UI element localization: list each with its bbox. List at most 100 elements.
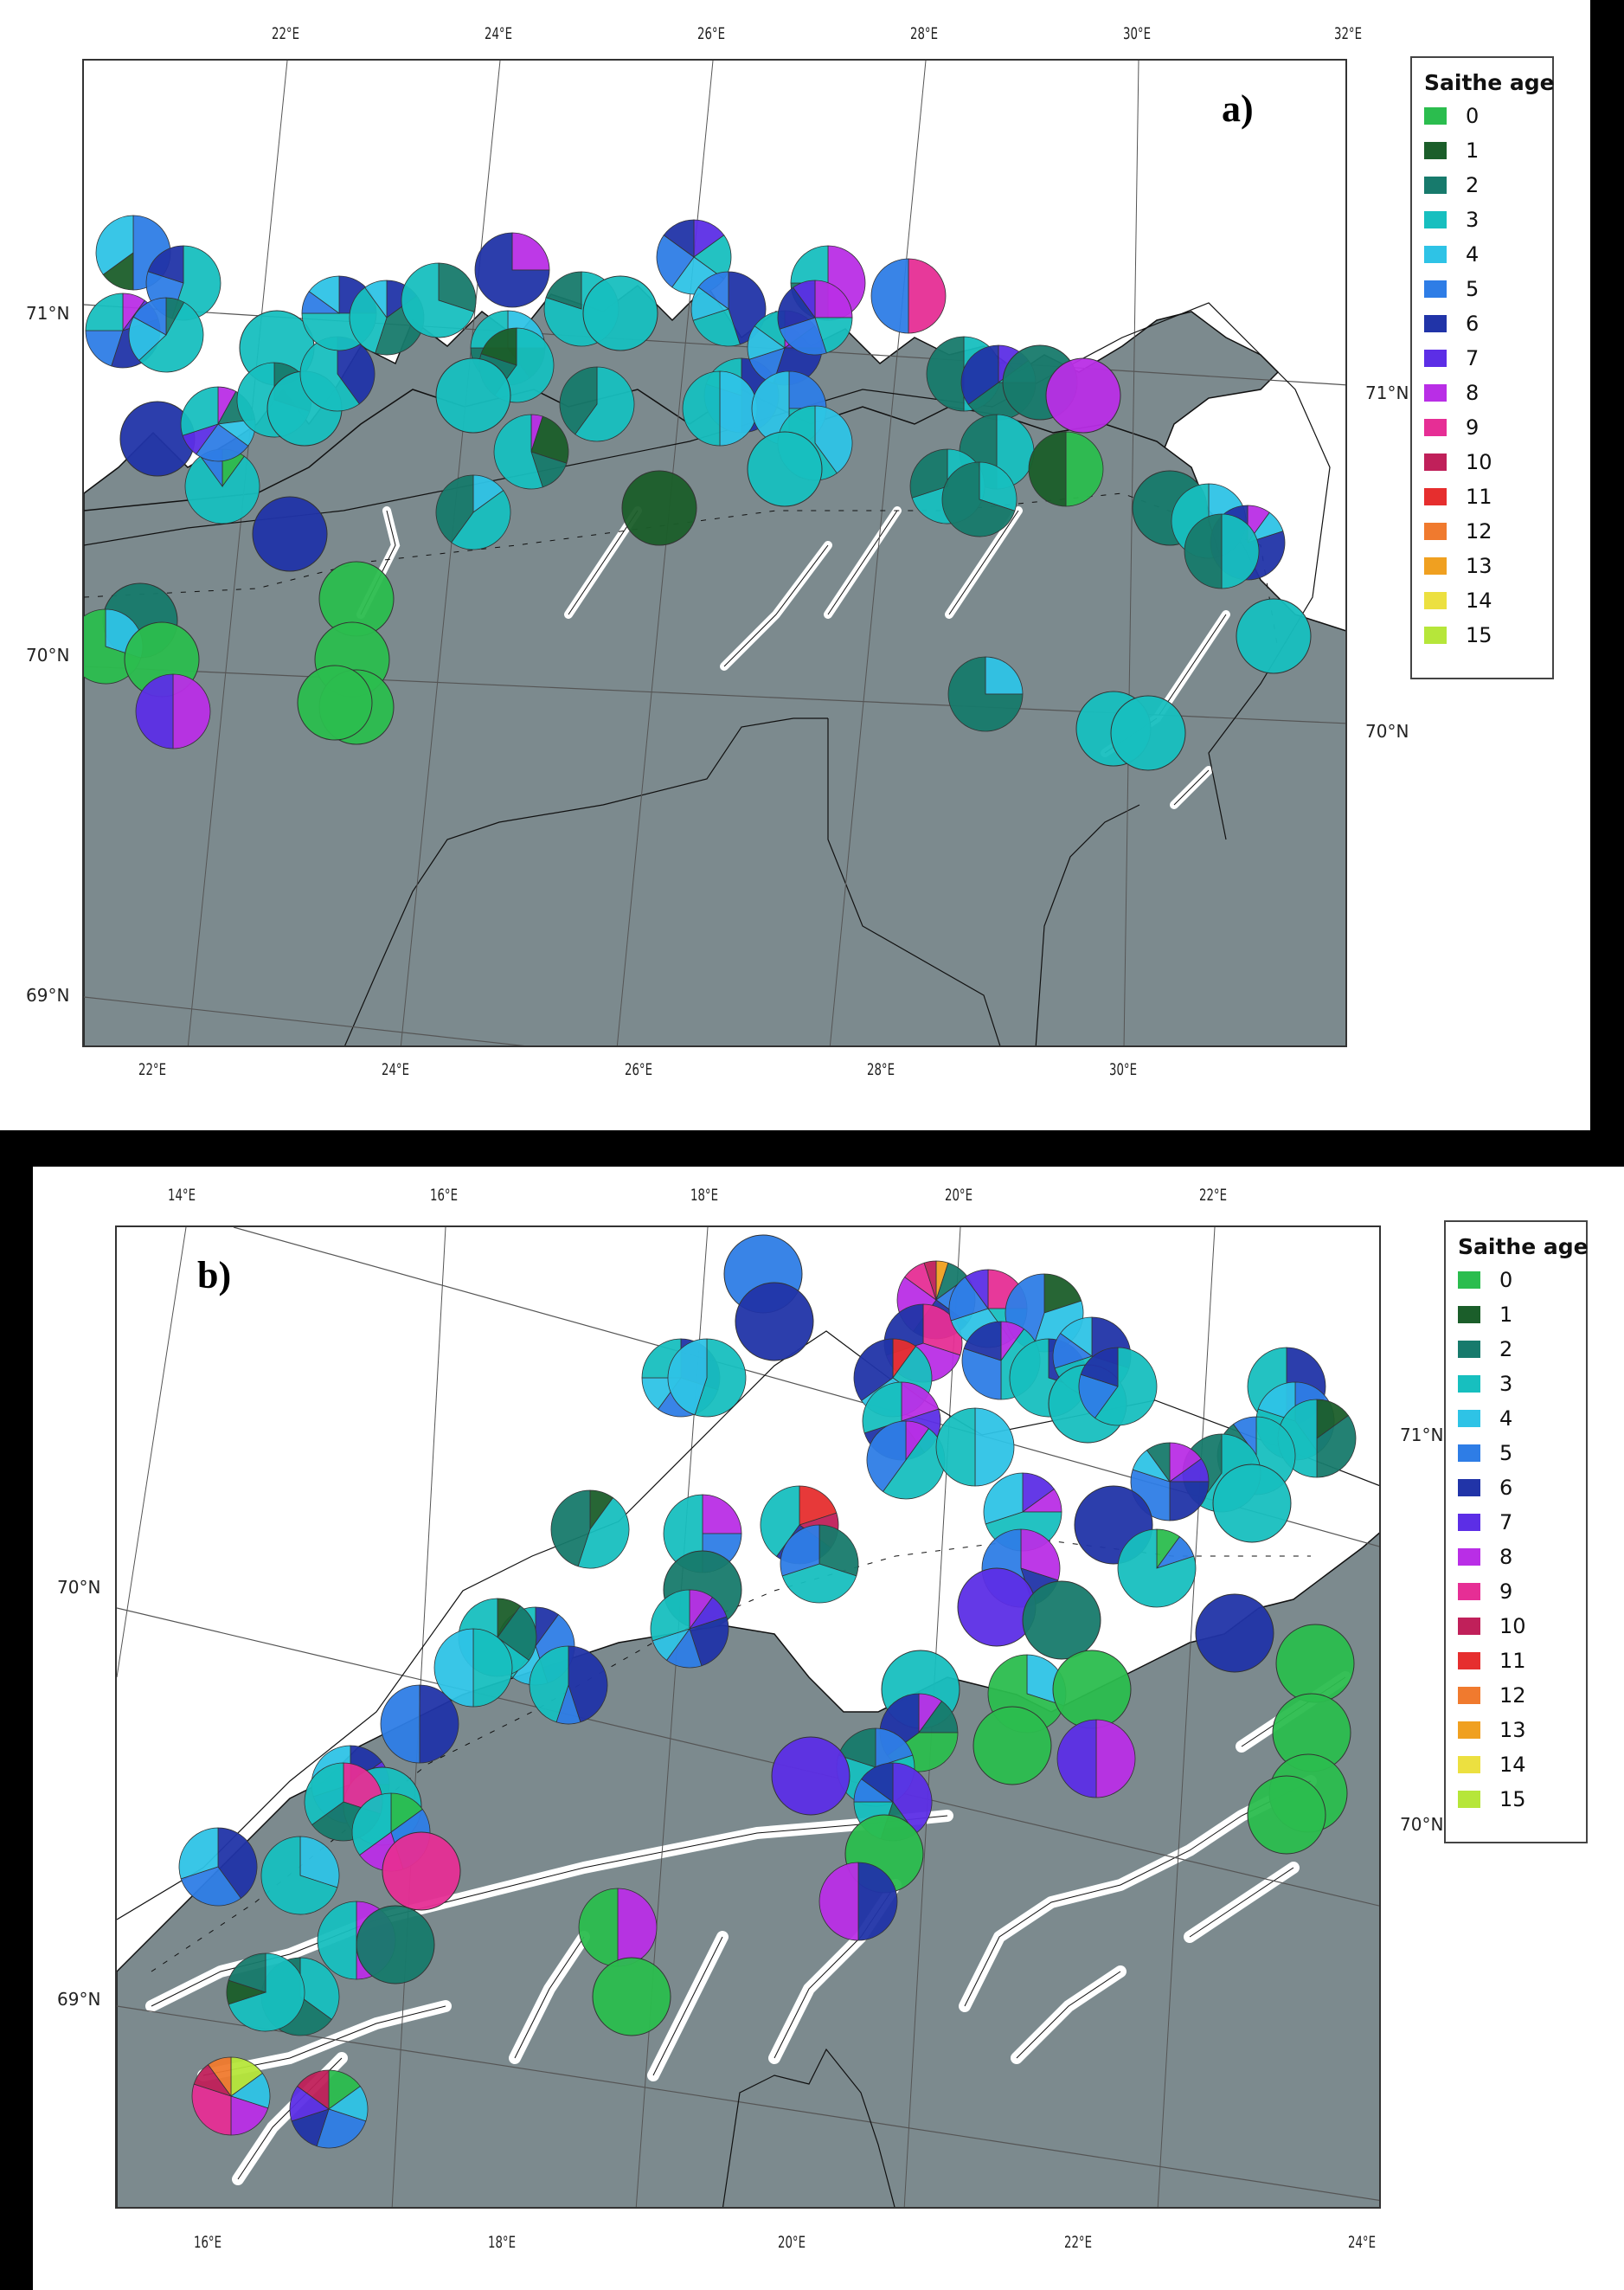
- station-pie: [433, 1628, 513, 1708]
- legend-swatch: [1424, 142, 1447, 159]
- legend-item-age-14: 14: [1424, 583, 1544, 618]
- legend-label: 15: [1466, 623, 1492, 647]
- legend-label: 2: [1499, 1337, 1513, 1361]
- legend-swatch: [1424, 592, 1447, 609]
- legend-label: 10: [1466, 450, 1492, 474]
- station-pie: [380, 1684, 459, 1764]
- station-pie: [771, 1736, 851, 1816]
- legend-rows-a: 0 1 2 3 4 5 6 7 8 9 10 11 12 13 14 15: [1424, 99, 1544, 653]
- legend-item-age-8: 8: [1424, 376, 1544, 410]
- station-pie: [780, 1524, 859, 1604]
- legend-label: 13: [1466, 554, 1492, 578]
- legend-swatch: [1458, 1583, 1480, 1600]
- legend-label: 7: [1499, 1510, 1513, 1534]
- station-pie: [866, 1420, 946, 1500]
- station-pie: [529, 1645, 608, 1725]
- station-pie: [578, 1888, 658, 1967]
- legend-label: 10: [1499, 1614, 1526, 1638]
- tick-top-b-0: 14°E: [167, 1186, 196, 1205]
- tick-bottom-b-2: 20°E: [777, 2233, 806, 2252]
- legend-swatch: [1424, 315, 1447, 332]
- station-pie: [299, 336, 376, 412]
- tick-top-a-3: 28°E: [909, 24, 939, 43]
- station-pie: [957, 1567, 1037, 1647]
- legend-swatch: [1458, 1410, 1480, 1427]
- legend-label: 5: [1466, 277, 1480, 301]
- legend-label: 9: [1499, 1579, 1513, 1604]
- tick-bottom-a-1: 24°E: [381, 1060, 410, 1079]
- station-pie: [941, 461, 1017, 537]
- station-pie: [1078, 1347, 1158, 1426]
- legend-label: 11: [1499, 1649, 1526, 1673]
- legend-item-age-12: 12: [1424, 514, 1544, 549]
- legend-item-age-9: 9: [1458, 1574, 1577, 1609]
- station-pie: [1236, 598, 1312, 674]
- station-pie: [226, 1952, 305, 2032]
- legend-item-age-5: 5: [1424, 272, 1544, 306]
- station-pie: [550, 1489, 630, 1569]
- legend-swatch: [1458, 1444, 1480, 1462]
- legend-swatch: [1458, 1271, 1480, 1289]
- tick-bottom-a-3: 28°E: [866, 1060, 895, 1079]
- legend-swatch: [1458, 1514, 1480, 1531]
- legend-swatch: [1424, 419, 1447, 436]
- legend-item-age-13: 13: [1458, 1713, 1577, 1747]
- station-pie: [1195, 1593, 1274, 1673]
- station-pie: [435, 357, 511, 434]
- legend-swatch: [1458, 1341, 1480, 1358]
- legend-swatch: [1458, 1375, 1480, 1393]
- tick-top-b-4: 22°E: [1198, 1186, 1228, 1205]
- lat-left-a-70: 70°N: [26, 645, 70, 666]
- legend-swatch: [1458, 1306, 1480, 1323]
- legend-label: 0: [1499, 1268, 1513, 1292]
- station-pie: [1022, 1580, 1101, 1660]
- lat-right-a-71: 71°N: [1365, 383, 1409, 403]
- legend-swatch: [1424, 384, 1447, 402]
- station-pie: [1028, 431, 1104, 507]
- tick-bottom-a-4: 30°E: [1108, 1060, 1138, 1079]
- tick-top-a-5: 32°E: [1333, 24, 1363, 43]
- legend-swatch: [1424, 211, 1447, 228]
- legend-item-age-13: 13: [1424, 549, 1544, 583]
- station-pie: [650, 1589, 729, 1669]
- legend-swatch: [1424, 627, 1447, 644]
- map-a-canvas: [84, 61, 1345, 1045]
- station-pie: [435, 474, 511, 550]
- legend-label: 7: [1466, 346, 1480, 370]
- legend-item-age-4: 4: [1458, 1401, 1577, 1436]
- legend-label: 8: [1466, 381, 1480, 405]
- station-pie: [178, 1827, 258, 1907]
- legend-item-age-9: 9: [1424, 410, 1544, 445]
- legend-label: 9: [1466, 415, 1480, 440]
- lat-left-a-71: 71°N: [26, 303, 70, 324]
- legend-item-age-3: 3: [1424, 203, 1544, 237]
- legend-label: 14: [1499, 1753, 1526, 1777]
- legend-label: 15: [1499, 1787, 1526, 1811]
- lat-left-b-70: 70°N: [57, 1577, 101, 1598]
- station-pie: [1184, 513, 1260, 589]
- legend-label: 11: [1466, 485, 1492, 509]
- legend-item-age-1: 1: [1458, 1297, 1577, 1332]
- legend-item-age-0: 0: [1458, 1263, 1577, 1297]
- legend-swatch: [1458, 1687, 1480, 1704]
- legend-label: 1: [1466, 138, 1480, 163]
- panel-a: a) 22°E 24°E 26°E 28°E 30°E 32°E 22°E 24…: [0, 0, 1590, 1130]
- legend-label: 14: [1466, 589, 1492, 613]
- station-pie: [260, 1836, 340, 1915]
- legend-item-age-14: 14: [1458, 1747, 1577, 1782]
- legend-title-b: Saithe age: [1458, 1234, 1589, 1259]
- station-pie: [128, 297, 204, 373]
- station-pie: [667, 1338, 747, 1418]
- station-pie: [493, 414, 569, 490]
- legend-label: 1: [1499, 1303, 1513, 1327]
- station-pie: [972, 1706, 1052, 1785]
- legend-item-age-15: 15: [1458, 1782, 1577, 1817]
- legend-a: Saithe age 0 1 2 3 4 5 6 7 8 9 10 11 12 13 14 15: [1410, 56, 1555, 679]
- legend-item-age-7: 7: [1424, 341, 1544, 376]
- legend-swatch: [1458, 1721, 1480, 1739]
- tick-top-a-0: 22°E: [271, 24, 300, 43]
- legend-swatch: [1458, 1756, 1480, 1773]
- tick-bottom-b-4: 24°E: [1347, 2233, 1377, 2252]
- legend-item-age-3: 3: [1458, 1367, 1577, 1401]
- station-pie: [747, 431, 823, 507]
